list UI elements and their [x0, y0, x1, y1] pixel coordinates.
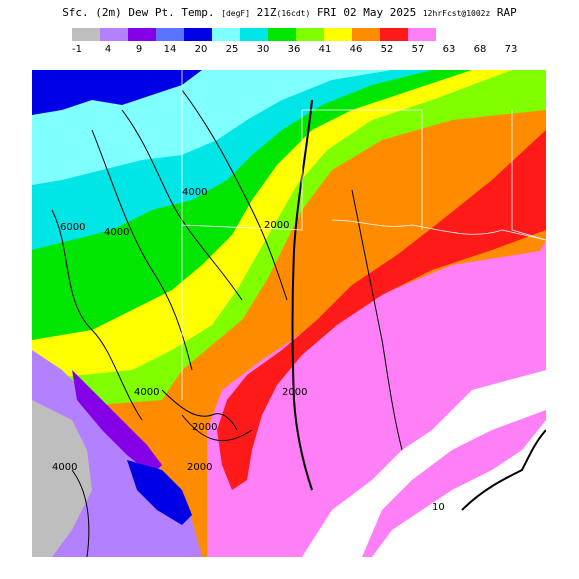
band-blue [32, 70, 202, 115]
state-borders [181, 70, 546, 400]
title-fhr: (16cdt) [276, 9, 311, 18]
legend-label-14: 73 [504, 44, 518, 55]
legend-label-1: 4 [104, 44, 112, 55]
contour-label: 4000 [52, 462, 77, 473]
legend-label-6: 30 [256, 44, 270, 55]
legend-label-0: -1 [72, 44, 82, 55]
legend-label-13: 68 [473, 44, 487, 55]
legend-swatch-12 [408, 28, 436, 41]
contour-label: 2000 [192, 422, 217, 433]
legend-swatch-7 [268, 28, 296, 41]
title-time: 21Z [256, 6, 277, 19]
legend-label-4: 20 [194, 44, 208, 55]
contour-label: 10 [432, 502, 445, 513]
legend-label-9: 46 [349, 44, 363, 55]
legend-label-3: 14 [163, 44, 177, 55]
contour-label: 6000 [60, 222, 85, 233]
contour-label: 2000 [282, 387, 307, 398]
gulf-area [372, 420, 546, 557]
band-violet-sw [72, 370, 162, 475]
contour-label: 2000 [264, 220, 289, 231]
legend-swatch-4 [184, 28, 212, 41]
legend-swatch-1 [100, 28, 128, 41]
legend-label-11: 57 [411, 44, 425, 55]
title-main: Sfc. (2m) Dew Pt. Temp. [62, 6, 215, 19]
color-legend-labels: -1 4 9 14 20 25 30 36 41 46 52 57 63 68 73 [0, 44, 579, 58]
title-date: FRI 02 May 2025 [316, 6, 417, 19]
title-fcst: 12hrFcst@1002z [422, 9, 491, 18]
contour-label: 4000 [104, 227, 129, 238]
contour-lines [51, 89, 546, 557]
contour-label: 4000 [134, 387, 159, 398]
title-units: [degF] [221, 9, 251, 18]
legend-label-2: 9 [135, 44, 143, 55]
legend-label-7: 36 [287, 44, 301, 55]
legend-label-5: 25 [225, 44, 239, 55]
legend-label-12: 63 [442, 44, 456, 55]
title-model: RAP [496, 6, 517, 19]
dewpoint-map: 6000 4000 4000 2000 2000 4000 2000 4000 … [32, 70, 546, 557]
legend-swatch-6 [240, 28, 268, 41]
legend-label-8: 41 [318, 44, 332, 55]
legend-swatch-2 [128, 28, 156, 41]
band-gray-sw [32, 400, 92, 557]
gulf-area-2 [302, 370, 546, 557]
contour-label: 2000 [187, 462, 212, 473]
legend-swatch-0 [72, 28, 100, 41]
band-blue-sw [127, 460, 192, 525]
legend-swatch-11 [380, 28, 408, 41]
contour-label: 4000 [182, 187, 207, 198]
legend-swatch-3 [156, 28, 184, 41]
chart-title: Sfc. (2m) Dew Pt. Temp. [degF] 21Z(16cdt… [0, 6, 579, 19]
legend-swatch-8 [296, 28, 324, 41]
color-legend [72, 28, 436, 41]
legend-label-10: 52 [380, 44, 394, 55]
map-canvas: 6000 4000 4000 2000 2000 4000 2000 4000 … [32, 70, 546, 557]
band-red [217, 130, 546, 490]
legend-swatch-10 [352, 28, 380, 41]
legend-swatch-5 [212, 28, 240, 41]
legend-swatch-9 [324, 28, 352, 41]
